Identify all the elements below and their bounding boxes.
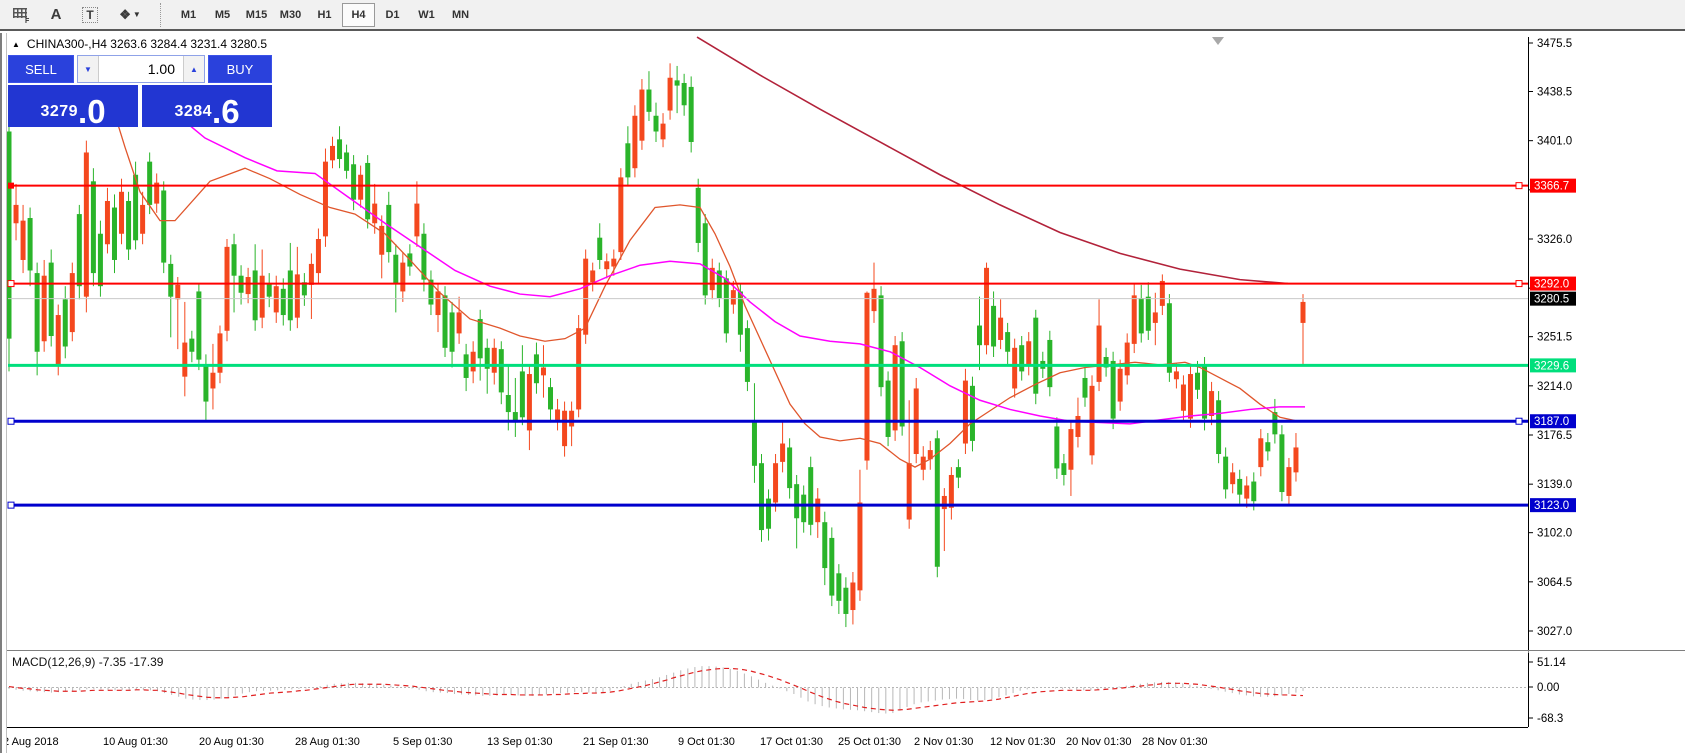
price-badge-3123.0	[1530, 498, 1576, 513]
timeframe-button-d1[interactable]: D1	[385, 8, 400, 21]
collapse-triangle-icon[interactable]: ▲	[12, 39, 20, 49]
candles-layer	[6, 63, 1306, 628]
volume-decrease-button[interactable]: ▼	[78, 56, 99, 82]
price-badge-3187.0	[1530, 414, 1576, 429]
line-handle[interactable]	[1515, 417, 1523, 425]
one-click-trading-panel: SELL ▼ 1.00 ▲ BUY 3279.0 3284.6	[8, 55, 272, 130]
date-label: 5 Sep 01:30	[393, 736, 452, 748]
buy-button[interactable]: BUY	[208, 55, 272, 83]
chart-shift-marker[interactable]	[1212, 37, 1224, 45]
svg-text:3229.6: 3229.6	[1534, 360, 1569, 372]
date-label: 20 Nov 01:30	[1066, 736, 1131, 748]
timeframe-button-m15[interactable]: M15	[245, 8, 268, 21]
line-handle[interactable]	[7, 501, 15, 509]
price-badge-3366.7	[1530, 178, 1576, 193]
price-tick-label: 3475.5	[1537, 38, 1572, 50]
timeframe-button-h4[interactable]: H4	[342, 2, 375, 27]
ask-price-box[interactable]: 3284.6	[142, 85, 272, 130]
bid-price-int: 3279	[40, 103, 79, 120]
bid-price-box[interactable]: 3279.0	[8, 85, 138, 130]
price-badge-3292.0	[1530, 276, 1576, 291]
time-axis[interactable]: 2 Aug 2018 10 Aug 01:30 20 Aug 01:30 28 Aug…	[3, 736, 1207, 748]
date-label: 28 Nov 01:30	[1142, 736, 1207, 748]
price-tick-label: 3326.0	[1537, 234, 1572, 246]
letter-a-icon: A	[50, 6, 62, 23]
line-handle[interactable]	[1515, 280, 1523, 288]
date-label: 13 Sep 01:30	[487, 736, 552, 748]
dropdown-caret-icon: ▼	[132, 10, 141, 19]
date-label: 2 Aug 2018	[3, 736, 59, 748]
toolbar-separator	[160, 2, 162, 27]
timeframe-button-h1[interactable]: H1	[317, 8, 332, 21]
horizontal-lines-layer[interactable]	[7, 182, 1528, 509]
grid-dots-icon: F	[13, 7, 30, 23]
price-tick-label: 3214.0	[1537, 381, 1572, 393]
macd-axis-label: 51.14	[1537, 657, 1566, 669]
svg-text:3280.5: 3280.5	[1534, 294, 1569, 306]
timeframe-button-m30[interactable]: M30	[279, 8, 302, 21]
svg-text:3292.0: 3292.0	[1534, 279, 1569, 291]
svg-text:F: F	[25, 18, 30, 23]
moving-averages-layer	[111, 36, 1305, 468]
timeframe-button-m1[interactable]: M1	[180, 8, 197, 21]
macd-indicator-label: MACD(12,26,9) -7.35 -17.39	[12, 655, 163, 669]
price-tick-label: 3251.5	[1537, 332, 1572, 344]
macd-current-values: -7.35 -17.39	[98, 655, 164, 669]
date-label: 25 Oct 01:30	[838, 736, 901, 748]
price-badge-3229.6	[1530, 358, 1576, 373]
price-badge-3280.5	[1530, 291, 1576, 306]
grid-frame-tool-icon[interactable]: F	[8, 3, 36, 27]
timeframe-button-group: M1 M5 M15 M30 H1 H4 D1 W1 MN	[172, 2, 478, 27]
ask-price-dec: .6	[212, 92, 240, 130]
window-left-frame	[0, 33, 7, 753]
svg-text:3123.0: 3123.0	[1534, 500, 1569, 512]
timeframe-button-mn[interactable]: MN	[451, 8, 470, 21]
volume-stepper: ▼ 1.00 ▲	[77, 55, 205, 83]
date-label: 12 Nov 01:30	[990, 736, 1055, 748]
bid-price-dec: .0	[78, 92, 106, 130]
date-label: 21 Sep 01:30	[583, 736, 648, 748]
svg-text:3366.7: 3366.7	[1534, 181, 1569, 193]
date-label: 20 Aug 01:30	[199, 736, 264, 748]
date-label: 9 Oct 01:30	[678, 736, 735, 748]
macd-name: MACD(12,26,9)	[12, 655, 96, 669]
date-label: 17 Oct 01:30	[760, 736, 823, 748]
price-tick-label: 3176.5	[1537, 430, 1572, 442]
diamond-arrows-icon: ❖	[119, 6, 131, 22]
price-tick-label: 3139.0	[1537, 479, 1572, 491]
main-toolbar: F A T ❖ ▼ M1 M5 M15 M30 H1 H4 D1 W1 MN	[0, 0, 1685, 31]
line-handle[interactable]	[1515, 182, 1523, 190]
svg-text:3187.0: 3187.0	[1534, 416, 1569, 428]
text-box-tool[interactable]: T	[76, 3, 104, 27]
symbol-ohlc-text: CHINA300-,H4 3263.6 3284.4 3231.4 3280.5	[26, 37, 268, 51]
price-axis[interactable]: 3475.5 3438.5 3401.0 3326.0 3251.5 3214.0 3176…	[1212, 37, 1576, 727]
objects-arrow-tool[interactable]: ❖ ▼	[110, 3, 150, 27]
date-label: 10 Aug 01:30	[103, 736, 168, 748]
macd-pane: 51.14 0.00 -68.3	[0, 650, 1685, 728]
chart-ohlc-title: ▲ CHINA300-,H4 3263.6 3284.4 3231.4 3280…	[12, 37, 267, 51]
date-label: 28 Aug 01:30	[295, 736, 360, 748]
letter-t-icon: T	[82, 6, 98, 23]
timeframe-button-m5[interactable]: M5	[214, 8, 231, 21]
text-annotation-tool[interactable]: A	[42, 3, 70, 27]
timeframe-button-w1[interactable]: W1	[418, 8, 435, 21]
line-handle[interactable]	[7, 280, 15, 288]
macd-axis-label: 0.00	[1537, 682, 1559, 694]
date-label: 2 Nov 01:30	[914, 736, 973, 748]
ask-price-int: 3284	[174, 103, 213, 120]
line-handle[interactable]	[7, 417, 15, 425]
price-tick-label: 3027.0	[1537, 626, 1572, 638]
sell-button[interactable]: SELL	[8, 55, 74, 83]
price-tick-label: 3102.0	[1537, 528, 1572, 540]
macd-axis-label: -68.3	[1537, 713, 1563, 725]
line-handle[interactable]	[8, 182, 14, 189]
volume-increase-button[interactable]: ▲	[183, 56, 204, 82]
price-tick-label: 3064.5	[1537, 577, 1572, 589]
volume-value[interactable]: 1.00	[147, 61, 175, 77]
price-tick-label: 3438.5	[1537, 87, 1572, 99]
price-tick-label: 3401.0	[1537, 136, 1572, 148]
